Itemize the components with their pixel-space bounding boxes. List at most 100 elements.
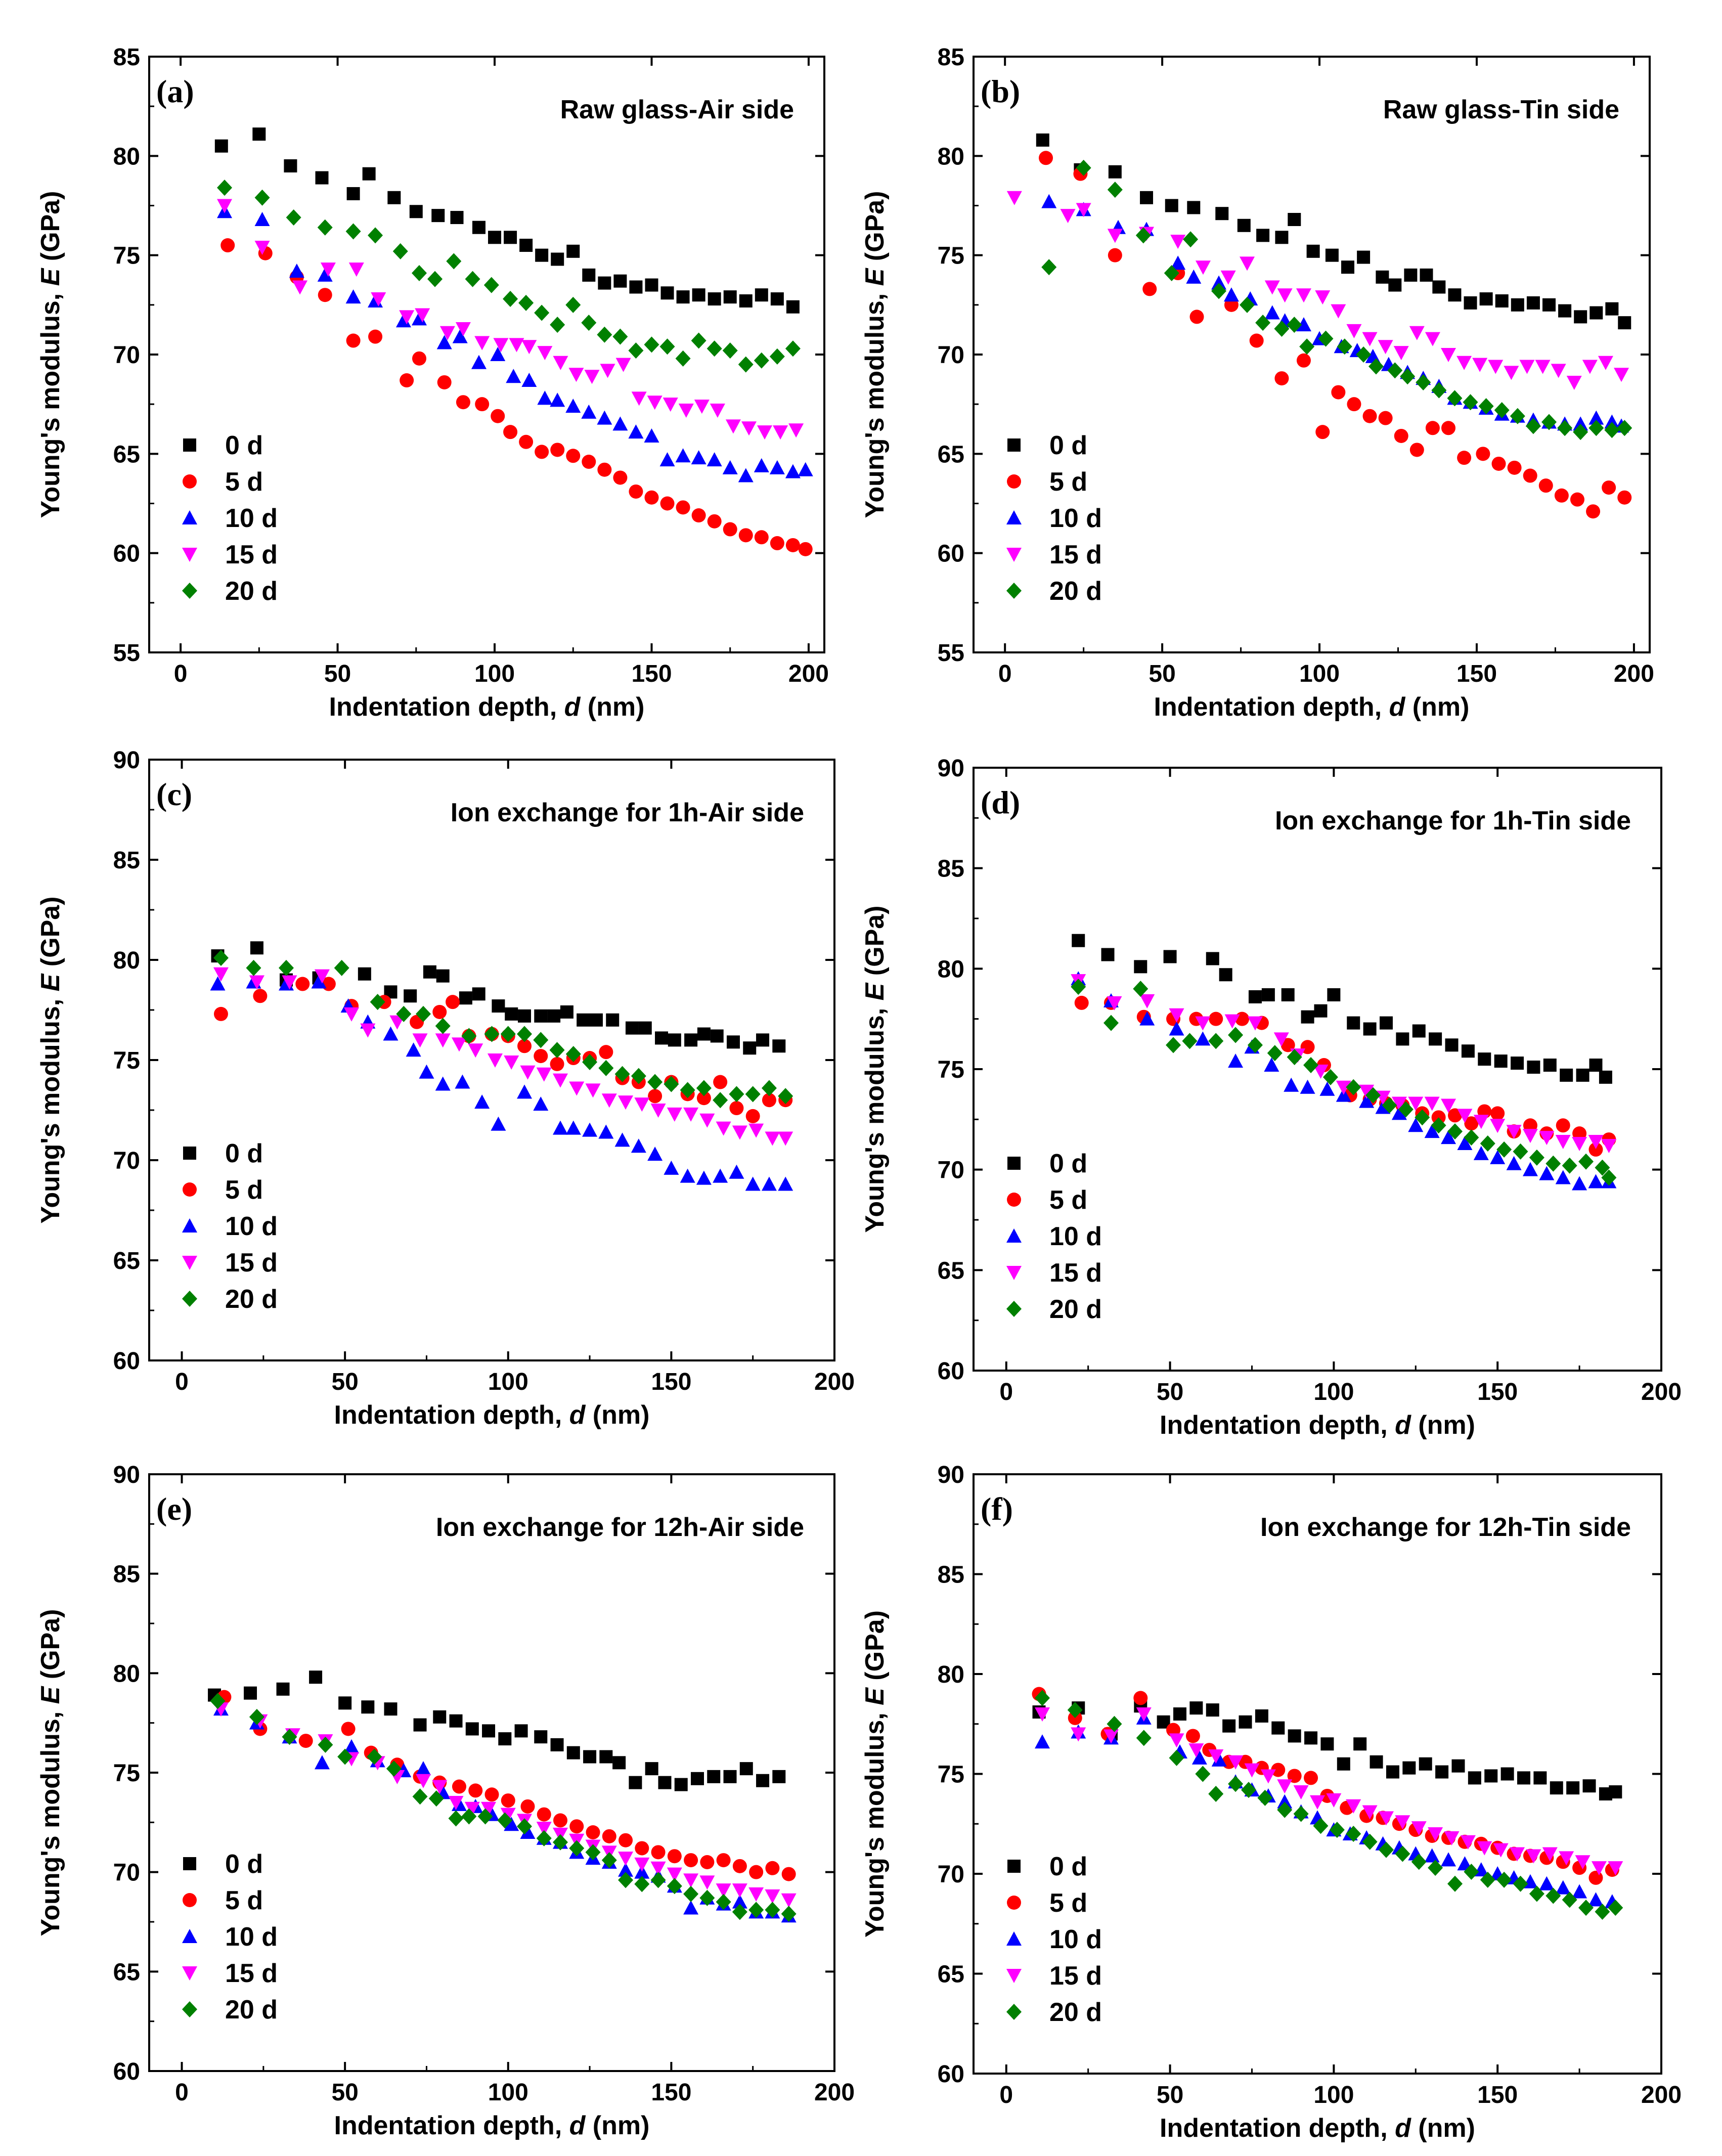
data-point bbox=[667, 1867, 682, 1882]
data-point bbox=[569, 1840, 585, 1857]
data-point bbox=[1275, 231, 1289, 244]
x-tick-label: 0 bbox=[175, 1369, 189, 1395]
data-point bbox=[431, 209, 445, 223]
data-point bbox=[1318, 330, 1334, 347]
data-point bbox=[1595, 1904, 1610, 1920]
data-point bbox=[509, 338, 524, 353]
data-point bbox=[254, 211, 270, 226]
data-point bbox=[583, 1750, 597, 1764]
data-point bbox=[551, 252, 564, 266]
data-point bbox=[754, 458, 769, 472]
data-point bbox=[318, 288, 332, 302]
data-point bbox=[361, 1700, 375, 1714]
data-point bbox=[1301, 1010, 1314, 1024]
data-point bbox=[449, 1714, 463, 1728]
data-point bbox=[778, 1088, 793, 1105]
y-tick-label: 70 bbox=[113, 342, 140, 369]
data-point bbox=[534, 304, 550, 321]
data-point bbox=[367, 1748, 382, 1765]
data-point bbox=[550, 392, 565, 407]
data-point bbox=[560, 1005, 573, 1019]
data-point bbox=[628, 342, 644, 359]
data-point bbox=[1362, 409, 1377, 423]
data-point bbox=[1582, 1779, 1596, 1793]
data-point bbox=[1274, 371, 1289, 386]
data-point bbox=[667, 1107, 682, 1122]
data-point bbox=[338, 1696, 352, 1710]
data-point bbox=[762, 1093, 776, 1108]
x-axis-title-unit: (nm) bbox=[1411, 2114, 1475, 2143]
data-point bbox=[1264, 305, 1280, 320]
data-point bbox=[755, 288, 768, 302]
x-axis-title-symbol: d bbox=[1395, 2114, 1411, 2143]
data-point bbox=[1542, 298, 1556, 312]
data-point bbox=[536, 1822, 552, 1836]
x-axis-title-symbol: d bbox=[1395, 1411, 1411, 1440]
data-point bbox=[650, 1872, 666, 1888]
data-point bbox=[1036, 133, 1049, 147]
data-point bbox=[484, 1026, 500, 1042]
data-point bbox=[1365, 1087, 1381, 1104]
data-point bbox=[1296, 353, 1311, 368]
data-point bbox=[1133, 1691, 1148, 1705]
data-point bbox=[725, 419, 741, 434]
legend-label: 5 d bbox=[1049, 1888, 1087, 1918]
data-point bbox=[254, 189, 270, 206]
data-point bbox=[739, 294, 753, 307]
data-point bbox=[1542, 1847, 1558, 1862]
data-point bbox=[279, 959, 294, 976]
data-point bbox=[1273, 1032, 1289, 1047]
data-point bbox=[1496, 1141, 1512, 1158]
series-5d bbox=[213, 977, 793, 1123]
data-point bbox=[1441, 1852, 1456, 1867]
y-tick-label: 70 bbox=[938, 1157, 964, 1184]
x-tick-label: 200 bbox=[814, 1369, 855, 1395]
data-point bbox=[713, 1075, 728, 1089]
data-point bbox=[716, 1883, 731, 1898]
y-tick-label: 75 bbox=[938, 243, 964, 270]
data-point bbox=[450, 211, 464, 225]
data-point bbox=[645, 1762, 658, 1776]
legend-label: 20 d bbox=[1049, 577, 1102, 606]
data-point bbox=[581, 315, 597, 331]
data-point bbox=[461, 1808, 477, 1825]
data-point bbox=[772, 1770, 786, 1783]
data-point bbox=[691, 1772, 704, 1785]
data-point bbox=[1195, 1031, 1211, 1046]
data-point bbox=[612, 416, 628, 431]
x-axis-title-main: Indentation depth, bbox=[1160, 2114, 1395, 2143]
data-point bbox=[320, 262, 336, 277]
data-point bbox=[691, 332, 707, 349]
data-point bbox=[1076, 159, 1091, 176]
data-point bbox=[691, 508, 706, 523]
data-point bbox=[1473, 1115, 1489, 1129]
data-point bbox=[1605, 302, 1619, 316]
data-point bbox=[1457, 1109, 1473, 1123]
data-point bbox=[754, 352, 769, 369]
series-20d bbox=[1041, 159, 1632, 441]
legend-label: 10 d bbox=[1049, 1925, 1102, 1954]
y-tick-label: 60 bbox=[938, 2061, 964, 2088]
data-point bbox=[1558, 304, 1572, 318]
data-point bbox=[585, 1083, 601, 1098]
data-point bbox=[658, 1776, 672, 1789]
data-point bbox=[481, 1801, 497, 1816]
data-point bbox=[723, 290, 737, 304]
data-point bbox=[1277, 1801, 1293, 1818]
x-axis-title: Indentation depth, d (nm) bbox=[329, 692, 645, 722]
data-point bbox=[599, 1045, 613, 1060]
data-point bbox=[1169, 1733, 1184, 1748]
data-point bbox=[433, 1710, 447, 1724]
data-point bbox=[1477, 1841, 1492, 1856]
data-point bbox=[446, 253, 462, 270]
data-point bbox=[1461, 1044, 1475, 1058]
data-point bbox=[749, 1865, 764, 1879]
legend-marker bbox=[182, 1256, 197, 1270]
y-tick-label: 85 bbox=[938, 856, 964, 883]
data-point bbox=[1513, 1143, 1528, 1160]
data-point bbox=[276, 1682, 290, 1696]
data-point bbox=[1195, 1016, 1211, 1031]
data-point bbox=[249, 975, 264, 990]
x-tick-label: 50 bbox=[331, 1369, 358, 1395]
data-point bbox=[629, 484, 643, 499]
